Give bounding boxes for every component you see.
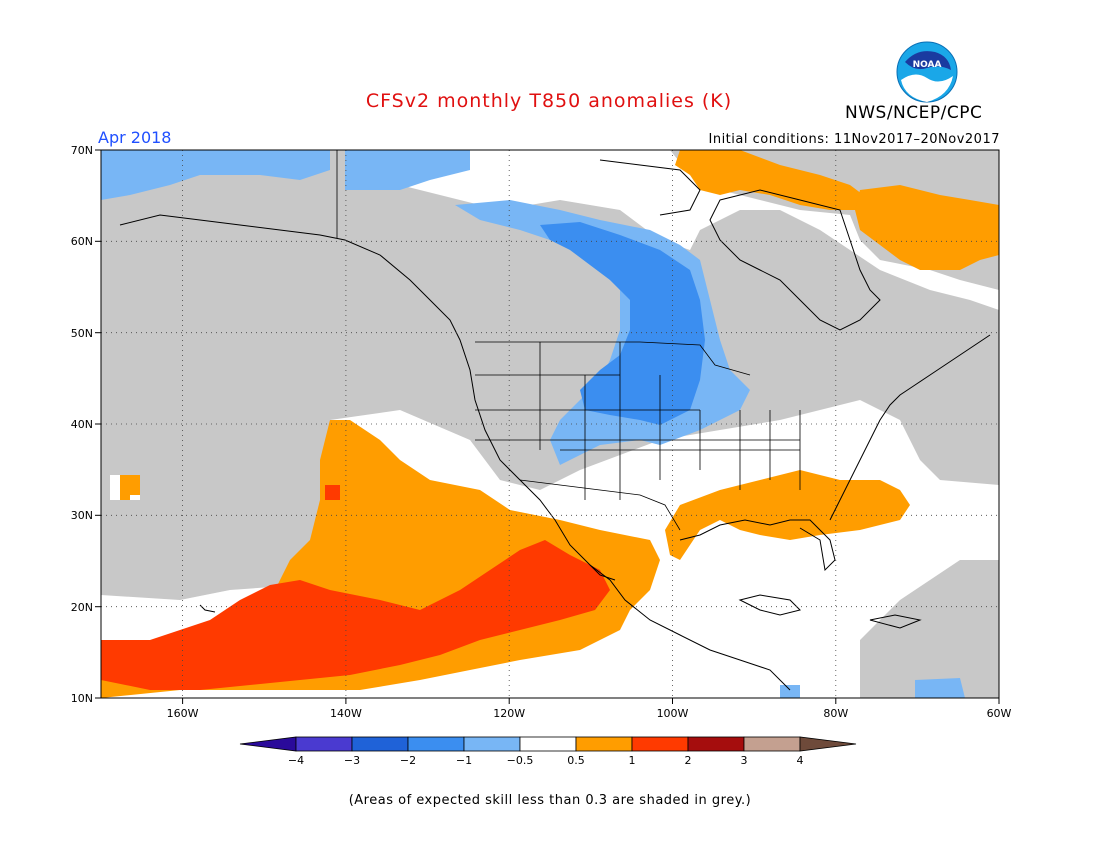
colorbar: −4 −3 −2 −1 −0.5 0.5 1 2 3 4: [239, 736, 857, 767]
colorbar-bin: [519, 736, 577, 752]
skill-footnote: (Areas of expected skill less than 0.3 a…: [348, 793, 752, 808]
coastlines: [119, 159, 991, 691]
lon-tick-label: 120W: [493, 707, 525, 720]
lat-tick-label: 20N: [71, 601, 93, 614]
forecast-month: Apr 2018: [98, 128, 172, 147]
colorbar-label: 4: [797, 754, 804, 767]
colorbar-label: −1: [456, 754, 472, 767]
colorbar-label: −2: [400, 754, 416, 767]
colorbar-bin: [407, 736, 465, 752]
colorbar-bin: [743, 736, 801, 752]
colorbar-label: 2: [685, 754, 692, 767]
lon-tick-label: 60W: [987, 707, 1012, 720]
lat-tick-label: 10N: [71, 692, 93, 705]
noaa-logo-text: NOAA: [913, 60, 942, 70]
map-title: CFSv2 monthly T850 anomalies (K): [0, 90, 1100, 112]
lat-tick-label: 70N: [71, 144, 93, 157]
map-area: [101, 150, 999, 698]
axis-ticks: [95, 149, 1000, 704]
lat-tick-label: 40N: [71, 418, 93, 431]
lat-tick-label: 60N: [71, 235, 93, 248]
initial-conditions: Initial conditions: 11Nov2017–20Nov2017: [708, 132, 1000, 147]
lat-tick-label: 30N: [71, 509, 93, 522]
colorbar-bin: [351, 736, 409, 752]
noaa-logo: NOAA: [896, 41, 958, 103]
blue-anomaly-regions: [540, 222, 705, 425]
colorbar-label: −3: [344, 754, 360, 767]
colorbar-label: −4: [288, 754, 304, 767]
colorbar-high-extension: [799, 736, 857, 752]
lat-tick-label: 50N: [71, 327, 93, 340]
colorbar-label: 3: [741, 754, 748, 767]
lon-tick-label: 140W: [330, 707, 362, 720]
colorbar-label: 1: [629, 754, 636, 767]
organization-label: NWS/NCEP/CPC: [845, 103, 983, 123]
colorbar-low-extension: [239, 736, 297, 752]
lon-tick-label: 160W: [167, 707, 199, 720]
colorbar-bin: [575, 736, 633, 752]
latitude-labels: 70N 60N 50N 40N 30N 20N 10N: [71, 144, 93, 705]
lon-tick-label: 80W: [823, 707, 848, 720]
colorbar-bin: [295, 736, 353, 752]
red-orange-anomaly-regions: [101, 485, 610, 690]
lon-tick-label: 100W: [657, 707, 689, 720]
map-title-text: CFSv2 monthly T850 anomalies (K): [365, 90, 733, 112]
colorbar-label: 0.5: [567, 754, 585, 767]
political-borders: [336, 150, 801, 531]
colorbar-label: −0.5: [507, 754, 534, 767]
colorbar-bin: [463, 736, 521, 752]
colorbar-bin: [687, 736, 745, 752]
longitude-labels: 160W 140W 120W 100W 80W 60W: [167, 707, 1012, 720]
colorbar-bin: [631, 736, 689, 752]
